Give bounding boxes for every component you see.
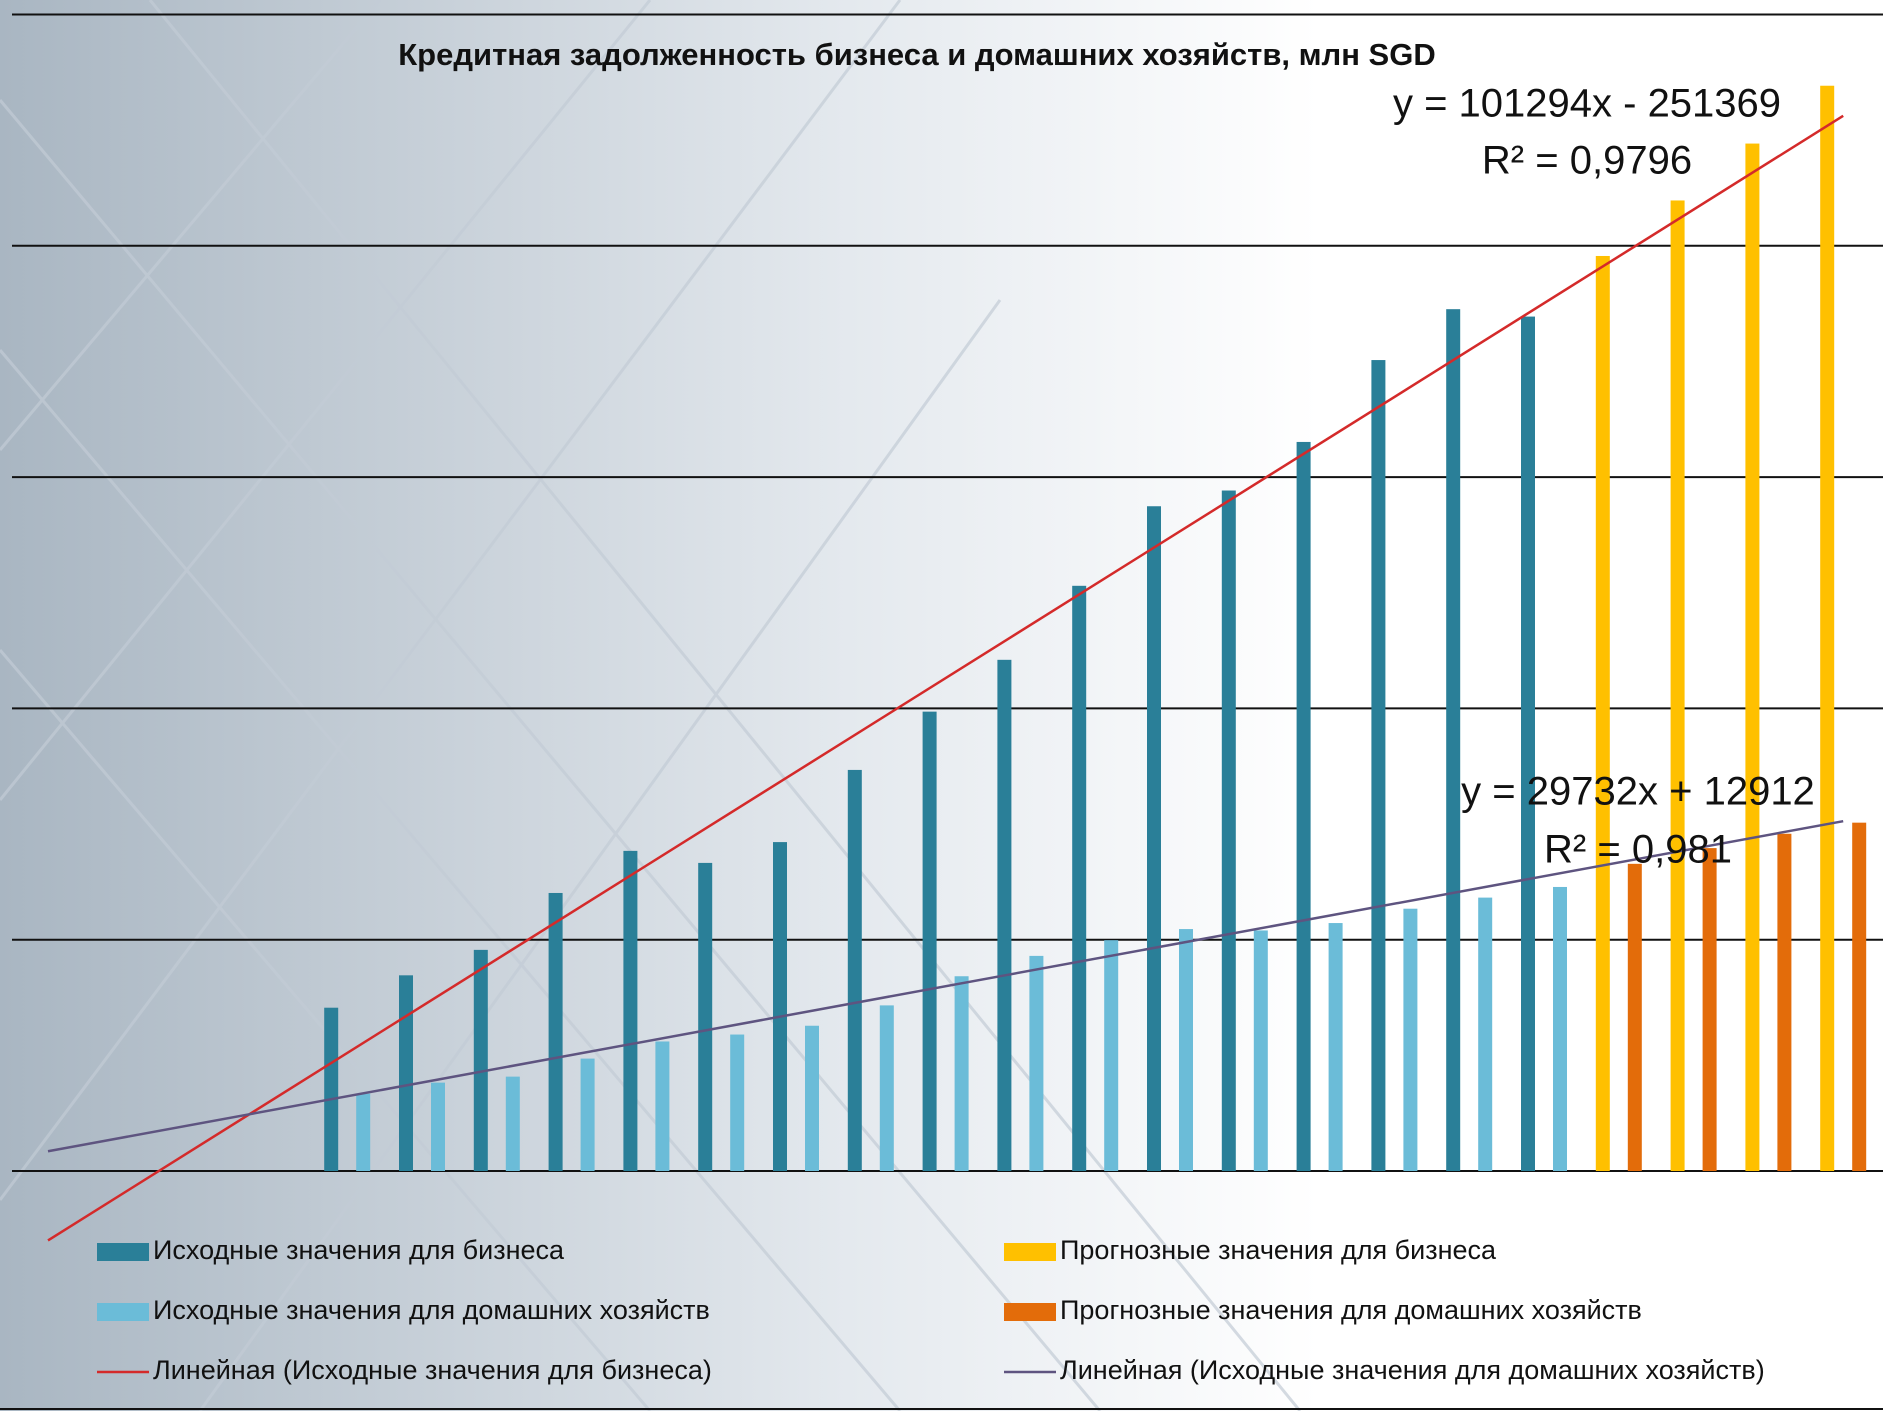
bar [1179,929,1193,1171]
bar [1221,490,1236,1172]
bar [1478,897,1493,1171]
bar [1820,85,1835,1172]
bar [773,842,787,1171]
bar [698,862,713,1171]
bar [1670,200,1685,1171]
trendline-r2: R² = 0,9796 [1482,139,1692,183]
chart-title: Кредитная задолженность бизнеса и домашн… [398,37,1436,72]
bar [1627,863,1642,1171]
bar [324,1007,339,1171]
bar [847,769,862,1171]
bar [473,949,488,1171]
bar [730,1034,745,1171]
legend-label: Исходные значения для бизнеса [153,1235,565,1265]
bar [1147,506,1161,1172]
bar [1328,923,1343,1171]
legend-label: Линейная (Исходные значения для домашних… [1060,1355,1765,1385]
bar [879,1005,894,1171]
trendline-equation: y = 101294x - 251369 [1393,82,1781,126]
legend-label: Прогнозные значения для бизнеса [1060,1235,1497,1265]
bar [1072,585,1087,1171]
bar [1745,143,1760,1171]
bar [997,659,1012,1171]
bar [1777,833,1792,1171]
legend-swatch [1004,1243,1056,1261]
legend-label: Линейная (Исходные значения для бизнеса) [153,1355,712,1385]
bar [1104,940,1119,1171]
bar [399,975,413,1171]
bar [356,1093,371,1171]
bar [1446,309,1461,1171]
trendline [47,819,1844,1153]
bar [1702,848,1717,1171]
bar [1553,886,1567,1171]
bar [1521,316,1535,1172]
bar [1403,908,1418,1171]
bar [431,1082,445,1171]
bar [655,1041,670,1171]
bar [805,1025,819,1171]
bar [1852,822,1867,1171]
bar [1595,255,1610,1172]
bar [1296,441,1311,1172]
bar [954,976,969,1171]
legend-label: Исходные значения для домашних хозяйств [153,1295,710,1325]
bar [922,711,937,1171]
bar [1371,360,1386,1171]
bar [548,892,563,1171]
trendline [47,114,1844,1242]
bar [1029,955,1044,1171]
legend-swatch [97,1243,149,1261]
bar [580,1058,595,1171]
bar [1253,930,1268,1171]
trendline-equation: y = 29732x + 12912 [1461,770,1815,814]
trendline-r2: R² = 0,981 [1544,828,1732,872]
legend-label: Прогнозные значения для домашних хозяйст… [1060,1295,1642,1325]
legend-swatch [1004,1303,1056,1321]
bar [623,850,638,1171]
legend-swatch [97,1303,149,1321]
bar [505,1076,520,1171]
